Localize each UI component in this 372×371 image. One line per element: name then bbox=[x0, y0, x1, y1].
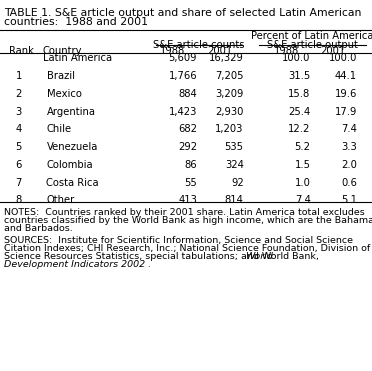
Text: Brazil: Brazil bbox=[46, 71, 74, 81]
Text: 25.4: 25.4 bbox=[288, 106, 311, 116]
Text: 413: 413 bbox=[178, 196, 197, 205]
Text: Development Indicators 2002 .: Development Indicators 2002 . bbox=[4, 260, 151, 269]
Text: countries:  1988 and 2001: countries: 1988 and 2001 bbox=[4, 17, 148, 27]
Text: Colombia: Colombia bbox=[46, 160, 93, 170]
Text: Latin America: Latin America bbox=[43, 53, 112, 63]
Text: 86: 86 bbox=[185, 160, 197, 170]
Text: 17.9: 17.9 bbox=[335, 106, 357, 116]
Text: 44.1: 44.1 bbox=[335, 71, 357, 81]
Text: 7,205: 7,205 bbox=[215, 71, 244, 81]
Text: countries classified by the World Bank as high income, which are the Bahamas: countries classified by the World Bank a… bbox=[4, 216, 372, 225]
Text: 884: 884 bbox=[179, 89, 197, 99]
Text: 4: 4 bbox=[16, 124, 22, 134]
Text: 535: 535 bbox=[225, 142, 244, 152]
Text: Costa Rica: Costa Rica bbox=[46, 178, 99, 188]
Text: 1,423: 1,423 bbox=[169, 106, 197, 116]
Text: 5.1: 5.1 bbox=[341, 196, 357, 205]
Text: 1,766: 1,766 bbox=[169, 71, 197, 81]
Text: Rank: Rank bbox=[9, 46, 34, 56]
Text: 55: 55 bbox=[185, 178, 197, 188]
Text: NOTES:  Countries ranked by their 2001 share. Latin America total excludes: NOTES: Countries ranked by their 2001 sh… bbox=[4, 208, 365, 217]
Text: Venezuela: Venezuela bbox=[46, 142, 98, 152]
Text: 0.6: 0.6 bbox=[341, 178, 357, 188]
Text: 100.0: 100.0 bbox=[329, 53, 357, 63]
Text: 292: 292 bbox=[178, 142, 197, 152]
Text: 1988: 1988 bbox=[274, 46, 299, 56]
Text: 3.3: 3.3 bbox=[341, 142, 357, 152]
Text: S&E article counts: S&E article counts bbox=[153, 40, 245, 50]
Text: 1.5: 1.5 bbox=[295, 160, 311, 170]
Text: 682: 682 bbox=[178, 124, 197, 134]
Text: 2,930: 2,930 bbox=[215, 106, 244, 116]
Text: Percent of Latin America: Percent of Latin America bbox=[251, 31, 372, 41]
Text: SOURCES:  Institute for Scientific Information, Science and Social Science: SOURCES: Institute for Scientific Inform… bbox=[4, 236, 353, 244]
Text: World: World bbox=[245, 252, 273, 261]
Text: 19.6: 19.6 bbox=[335, 89, 357, 99]
Text: 324: 324 bbox=[225, 160, 244, 170]
Text: Science Resources Statistics, special tabulations; and World Bank,: Science Resources Statistics, special ta… bbox=[4, 252, 322, 261]
Text: 3: 3 bbox=[16, 106, 22, 116]
Text: 100.0: 100.0 bbox=[282, 53, 311, 63]
Text: 5.2: 5.2 bbox=[295, 142, 311, 152]
Text: and Barbados.: and Barbados. bbox=[4, 224, 73, 233]
Text: 1.0: 1.0 bbox=[295, 178, 311, 188]
Text: Chile: Chile bbox=[46, 124, 72, 134]
Text: Citation Indexes; CHI Research, Inc.; National Science Foundation, Division of: Citation Indexes; CHI Research, Inc.; Na… bbox=[4, 244, 370, 253]
Text: 8: 8 bbox=[16, 196, 22, 205]
Text: Country: Country bbox=[43, 46, 82, 56]
Text: 7.4: 7.4 bbox=[341, 124, 357, 134]
Text: 2001: 2001 bbox=[320, 46, 346, 56]
Text: 5,609: 5,609 bbox=[169, 53, 197, 63]
Text: 16,329: 16,329 bbox=[209, 53, 244, 63]
Text: 2001: 2001 bbox=[207, 46, 232, 56]
Text: 12.2: 12.2 bbox=[288, 124, 311, 134]
Text: 7: 7 bbox=[15, 178, 22, 188]
Text: S&E article output: S&E article output bbox=[267, 40, 358, 50]
Text: 31.5: 31.5 bbox=[288, 71, 311, 81]
Text: Argentina: Argentina bbox=[46, 106, 96, 116]
Text: 7.4: 7.4 bbox=[295, 196, 311, 205]
Text: 3,209: 3,209 bbox=[215, 89, 244, 99]
Text: 6: 6 bbox=[15, 160, 22, 170]
Text: 1988: 1988 bbox=[160, 46, 186, 56]
Text: 1,203: 1,203 bbox=[215, 124, 244, 134]
Text: 5: 5 bbox=[15, 142, 22, 152]
Text: Other: Other bbox=[46, 196, 75, 205]
Text: 2: 2 bbox=[15, 89, 22, 99]
Text: 2.0: 2.0 bbox=[341, 160, 357, 170]
Text: 814: 814 bbox=[225, 196, 244, 205]
Text: 15.8: 15.8 bbox=[288, 89, 311, 99]
Text: Mexico: Mexico bbox=[46, 89, 81, 99]
Text: 1: 1 bbox=[15, 71, 22, 81]
Text: 92: 92 bbox=[231, 178, 244, 188]
Text: TABLE 1. S&E article output and share of selected Latin American: TABLE 1. S&E article output and share of… bbox=[4, 8, 361, 18]
